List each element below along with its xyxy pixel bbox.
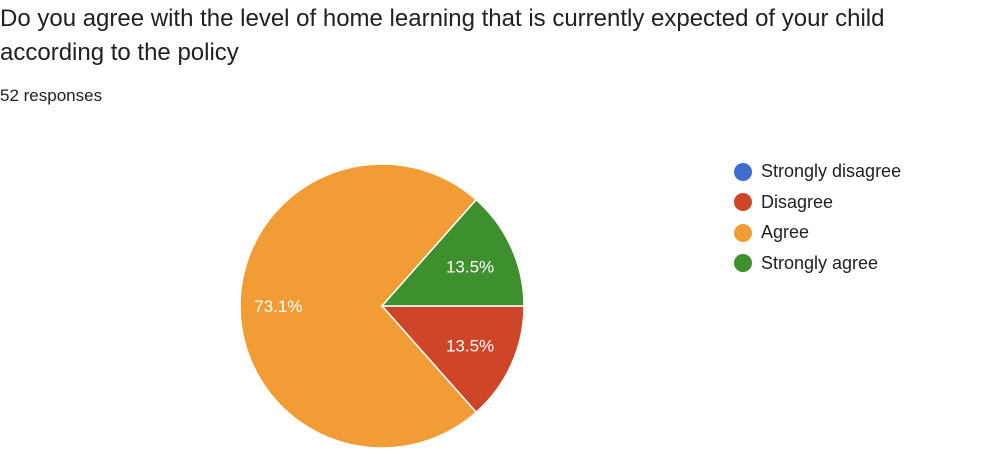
slice-label: 13.5% (446, 257, 494, 276)
legend-dot-icon (734, 254, 752, 272)
legend-label: Strongly disagree (761, 161, 902, 181)
slice-label: 13.5% (446, 337, 494, 356)
legend-item[interactable]: Strongly disagree (734, 161, 901, 182)
legend-item[interactable]: Strongly agree (734, 253, 878, 274)
pie-slice-agree[interactable] (239, 163, 478, 449)
legend-dot-icon (734, 162, 752, 181)
slice-label: 73.1% (254, 297, 302, 316)
question-title: Do you agree with the level of home lear… (0, 5, 885, 66)
pie-slice-strongly-agree[interactable] (380, 198, 525, 307)
legend-item[interactable]: Agree (734, 222, 809, 243)
legend-label: Agree (761, 222, 810, 242)
pie-slice-disagree[interactable] (380, 305, 525, 414)
legend-dot-icon (734, 223, 752, 242)
legend-item[interactable]: Disagree (734, 192, 833, 213)
legend-label: Strongly agree (761, 252, 879, 273)
legend-label: Disagree (761, 191, 834, 212)
legend-dot-icon (734, 193, 752, 211)
response-count: 52 responses (0, 86, 103, 105)
